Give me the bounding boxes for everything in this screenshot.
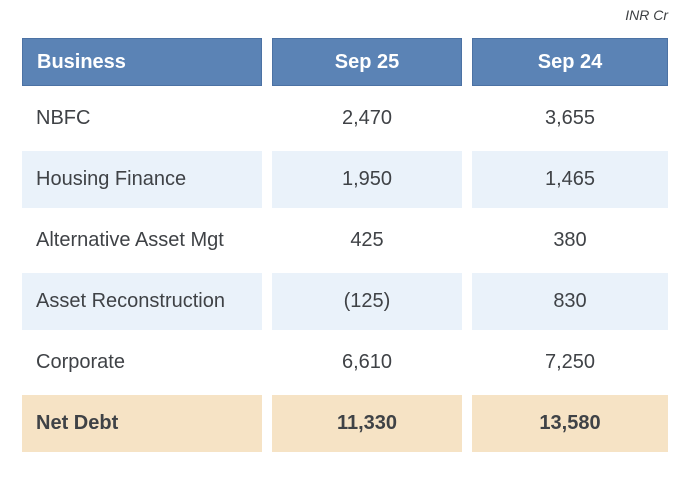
row-corporate-sep24: 7,250 bbox=[544, 351, 596, 373]
row-nbfc-label: NBFC bbox=[36, 107, 91, 129]
row-net-debt-sep25: 11,330 bbox=[272, 395, 462, 452]
unit-label: INR Cr bbox=[625, 7, 668, 23]
row-alternative-asset-mgt-sep25: 425 bbox=[350, 229, 384, 251]
row-nbfc-sep24: 3,655 bbox=[544, 107, 596, 129]
row-net-debt-sep24: 13,580 bbox=[472, 395, 668, 452]
row-corporate-sep25: 6,610 bbox=[341, 351, 393, 373]
row-asset-reconstruction-sep25: (125) bbox=[272, 273, 462, 330]
row-alternative-asset-mgt-label: Alternative Asset Mgt bbox=[36, 229, 224, 251]
column-header-business: Business bbox=[22, 38, 262, 86]
column-header-sep24: Sep 24 bbox=[472, 38, 668, 86]
row-housing-finance-sep25: 1,950 bbox=[272, 151, 462, 208]
row-net-debt-label: Net Debt bbox=[22, 395, 262, 452]
row-asset-reconstruction-sep24: 830 bbox=[472, 273, 668, 330]
row-nbfc-sep25: 2,470 bbox=[341, 107, 393, 129]
row-corporate-label: Corporate bbox=[36, 351, 125, 373]
row-asset-reconstruction-label: Asset Reconstruction bbox=[22, 273, 262, 330]
column-header-sep25: Sep 25 bbox=[272, 38, 462, 86]
row-housing-finance-sep24: 1,465 bbox=[472, 151, 668, 208]
row-housing-finance-label: Housing Finance bbox=[22, 151, 262, 208]
net-debt-table: Business Sep 25 Sep 24 NBFC 2,470 3,655 … bbox=[22, 38, 668, 452]
row-alternative-asset-mgt-sep24: 380 bbox=[553, 229, 587, 251]
